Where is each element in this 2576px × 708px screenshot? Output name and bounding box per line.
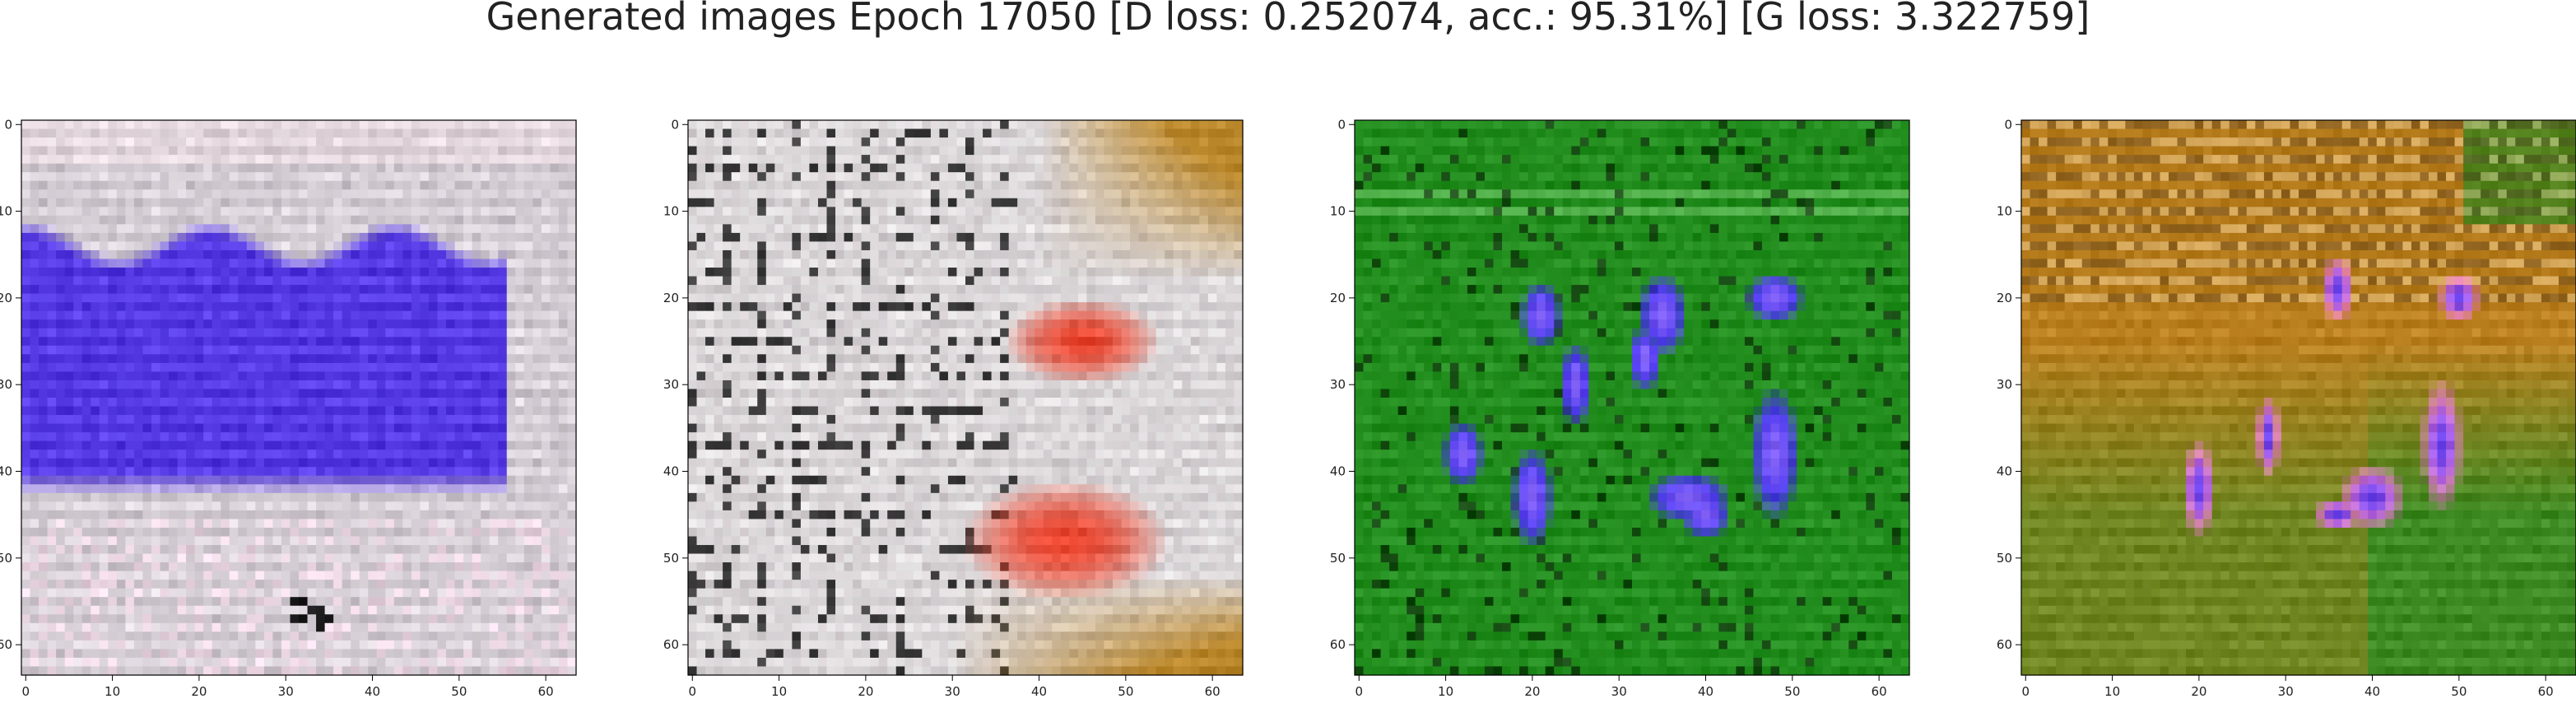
- image-plot-3: 0 10 20 30 40 50 60 0 10 20 30 40 50 60: [1305, 104, 1918, 708]
- y-tick-label: 50: [1330, 551, 1346, 566]
- x-tick-label: 50: [2451, 684, 2467, 699]
- y-tick-label: 50: [663, 551, 679, 566]
- y-tick-label: 0: [4, 117, 12, 132]
- x-tick-label: 20: [2191, 684, 2206, 699]
- y-tick-label: 0: [2004, 117, 2012, 132]
- x-tick-label: 40: [365, 684, 380, 699]
- x-tick-label: 10: [2104, 684, 2120, 699]
- y-tick-label: 50: [0, 551, 12, 566]
- y-tick-label: 40: [0, 464, 12, 479]
- x-tick-label: 60: [538, 684, 554, 699]
- x-tick-label: 40: [1031, 684, 1047, 699]
- x-tick-label: 40: [2364, 684, 2380, 699]
- y-tick-label: 60: [663, 637, 679, 652]
- y-tick-label: 50: [1997, 551, 2012, 566]
- y-tick-label: 10: [1330, 204, 1346, 219]
- x-tick-label: 60: [1205, 684, 1221, 699]
- x-tick-label: 20: [858, 684, 873, 699]
- x-tick-label: 60: [1872, 684, 1887, 699]
- image-plot-2: 0 10 20 30 40 50 60 0 10 20 30 40 50 60: [639, 104, 1251, 708]
- x-tick-label: 20: [1524, 684, 1540, 699]
- x-tick-label: 20: [191, 684, 207, 699]
- image-pixels: [688, 120, 1244, 676]
- y-tick-label: 40: [663, 464, 679, 479]
- y-tick-label: 40: [1330, 464, 1346, 479]
- image-plot-4: 0 10 20 30 40 50 60 0 10 20 30 40 50 60: [1972, 104, 2576, 708]
- y-tick-label: 20: [0, 291, 12, 305]
- x-tick-label: 10: [1438, 684, 1453, 699]
- x-tick-label: 30: [278, 684, 294, 699]
- x-tick-label: 30: [945, 684, 960, 699]
- y-tick-label: 20: [663, 291, 679, 305]
- image-plot-1: 0 10 20 30 40 50 60 0 10 20 30 40 50 60: [0, 104, 584, 708]
- x-tick-label: 0: [688, 684, 696, 699]
- y-tick-label: 0: [1337, 117, 1346, 132]
- y-tick-label: 20: [1997, 291, 2012, 305]
- y-tick-label: 60: [0, 637, 12, 652]
- y-tick-label: 30: [663, 377, 679, 392]
- y-tick-label: 10: [1997, 204, 2012, 219]
- figure-title: Generated images Epoch 17050 [D loss: 0.…: [0, 0, 2576, 33]
- y-tick-label: 10: [0, 204, 12, 219]
- y-tick-label: 60: [1330, 637, 1346, 652]
- x-tick-label: 60: [2538, 684, 2554, 699]
- image-pixels: [1355, 120, 1910, 676]
- x-tick-label: 40: [1698, 684, 1713, 699]
- image-pixels: [2021, 120, 2576, 676]
- x-tick-label: 30: [2278, 684, 2294, 699]
- x-tick-label: 50: [451, 684, 467, 699]
- x-tick-label: 0: [1355, 684, 1363, 699]
- y-tick-label: 40: [1997, 464, 2012, 479]
- x-tick-label: 50: [1784, 684, 1800, 699]
- image-pixels: [21, 120, 577, 676]
- y-tick-label: 30: [0, 377, 12, 392]
- y-tick-label: 30: [1330, 377, 1346, 392]
- y-tick-label: 0: [671, 117, 679, 132]
- y-tick-label: 20: [1330, 291, 1346, 305]
- x-tick-label: 50: [1118, 684, 1133, 699]
- y-tick-label: 10: [663, 204, 679, 219]
- x-tick-label: 10: [771, 684, 787, 699]
- x-tick-label: 0: [21, 684, 30, 699]
- y-tick-label: 30: [1997, 377, 2012, 392]
- x-tick-label: 30: [1611, 684, 1627, 699]
- x-tick-label: 10: [105, 684, 120, 699]
- x-tick-label: 0: [2021, 684, 2030, 699]
- y-tick-label: 60: [1997, 637, 2012, 652]
